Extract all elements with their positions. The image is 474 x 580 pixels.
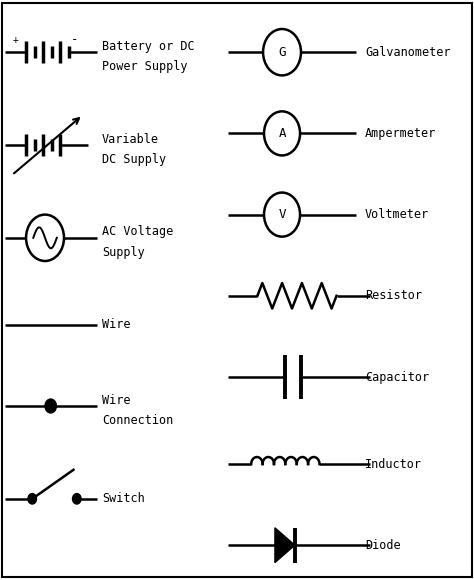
Text: V: V	[278, 208, 286, 221]
Text: DC Supply: DC Supply	[102, 153, 166, 166]
Circle shape	[73, 494, 81, 504]
Text: Wire: Wire	[102, 394, 130, 407]
Text: Ampermeter: Ampermeter	[365, 127, 436, 140]
Circle shape	[45, 399, 56, 413]
Text: Galvanometer: Galvanometer	[365, 46, 450, 59]
Text: +: +	[12, 35, 18, 45]
Text: Resistor: Resistor	[365, 289, 422, 302]
Text: Inductor: Inductor	[365, 458, 422, 470]
Text: Battery or DC: Battery or DC	[102, 40, 194, 53]
Text: Voltmeter: Voltmeter	[365, 208, 429, 221]
Polygon shape	[275, 528, 295, 563]
Text: Diode: Diode	[365, 539, 401, 552]
Text: A: A	[278, 127, 286, 140]
Text: AC Voltage: AC Voltage	[102, 226, 173, 238]
Text: Power Supply: Power Supply	[102, 60, 187, 73]
Text: Capacitor: Capacitor	[365, 371, 429, 383]
Text: Supply: Supply	[102, 246, 145, 259]
Circle shape	[28, 494, 36, 504]
Text: G: G	[278, 46, 286, 59]
Text: Switch: Switch	[102, 492, 145, 505]
Text: Connection: Connection	[102, 414, 173, 427]
Text: Variable: Variable	[102, 133, 159, 146]
Text: Wire: Wire	[102, 318, 130, 331]
Text: -: -	[71, 34, 79, 46]
